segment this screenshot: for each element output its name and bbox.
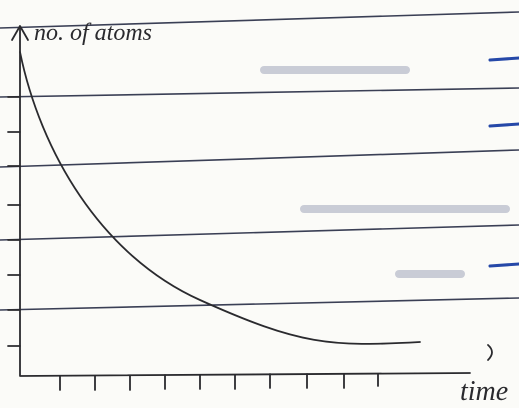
paper — [0, 0, 519, 408]
y-axis-label: no. of atoms — [34, 20, 152, 46]
bleed-mark — [300, 205, 510, 213]
bleed-mark — [260, 66, 410, 74]
blue-mark — [490, 124, 519, 126]
x-axis-label: time — [460, 376, 508, 407]
blue-mark — [490, 264, 519, 266]
notebook-sketch: no. of atoms time — [0, 0, 519, 408]
bleed-mark — [395, 270, 465, 278]
blue-mark — [490, 58, 519, 60]
